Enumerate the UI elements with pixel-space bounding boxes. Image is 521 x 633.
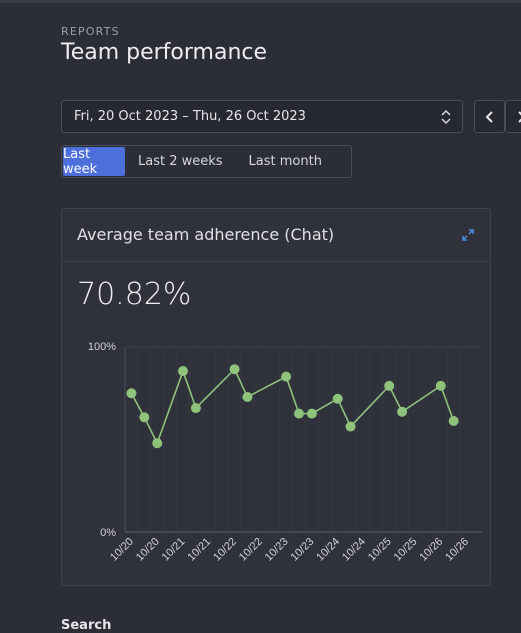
search-section-title: Search xyxy=(61,618,112,633)
chevron-left-icon xyxy=(485,111,493,123)
range-option-last-2-weeks[interactable]: Last 2 weeks xyxy=(138,154,223,169)
series-line xyxy=(130,367,455,446)
page-title: Team performance xyxy=(61,40,268,65)
x-tick-label: 10/24 xyxy=(340,536,368,564)
data-point[interactable] xyxy=(126,388,137,399)
y-tick-label: 100% xyxy=(88,341,116,353)
top-divider xyxy=(0,0,521,3)
adherence-card: Average team adherence (Chat) 70.82% 100… xyxy=(61,208,491,586)
card-title: Average team adherence (Chat) xyxy=(77,225,335,244)
adherence-metric: 70.82% xyxy=(77,277,192,312)
data-point[interactable] xyxy=(242,391,253,402)
x-tick-label: 10/26 xyxy=(417,536,445,564)
data-point[interactable] xyxy=(384,380,395,391)
x-tick-label: 10/23 xyxy=(289,536,317,564)
data-point[interactable] xyxy=(306,408,317,419)
data-point[interactable] xyxy=(281,371,292,382)
x-tick-label: 10/20 xyxy=(108,536,136,564)
x-tick-label: 10/25 xyxy=(392,536,420,564)
data-point[interactable] xyxy=(229,364,240,375)
x-tick-label: 10/24 xyxy=(314,536,342,564)
chevron-right-icon xyxy=(518,111,521,123)
next-range-button[interactable] xyxy=(505,100,521,133)
data-point[interactable] xyxy=(448,416,459,426)
x-tick-label: 10/21 xyxy=(185,536,213,564)
data-point[interactable] xyxy=(178,366,188,377)
data-point[interactable] xyxy=(435,380,446,391)
range-option-last-week[interactable]: Last week xyxy=(63,147,125,177)
previous-range-button[interactable] xyxy=(474,100,505,133)
data-point[interactable] xyxy=(190,403,201,414)
adherence-line-chart: 100% 0% 10/2010/2010/2110/2110/2210/2210… xyxy=(88,341,482,564)
data-point[interactable] xyxy=(294,408,304,419)
range-option-last-month[interactable]: Last month xyxy=(248,154,322,169)
sort-arrows-icon xyxy=(441,109,451,125)
x-tick-label: 10/23 xyxy=(263,536,291,564)
x-tick-label: 10/22 xyxy=(237,536,265,564)
date-range-value: Fri, 20 Oct 2023 – Thu, 26 Oct 2023 xyxy=(74,109,306,124)
x-tick-label: 10/22 xyxy=(211,536,239,564)
x-tick-label: 10/25 xyxy=(366,536,394,564)
data-point[interactable] xyxy=(139,412,150,423)
data-point[interactable] xyxy=(345,421,356,432)
x-tick-label: 10/20 xyxy=(134,536,162,564)
data-point[interactable] xyxy=(397,406,408,417)
x-tick-label: 10/26 xyxy=(443,536,471,564)
expand-icon[interactable] xyxy=(462,229,474,241)
x-tick-label: 10/21 xyxy=(160,536,188,564)
y-tick-label: 0% xyxy=(100,527,116,539)
date-range-select[interactable]: Fri, 20 Oct 2023 – Thu, 26 Oct 2023 xyxy=(61,100,463,133)
data-point[interactable] xyxy=(332,393,343,404)
range-toggle: Last week Last 2 weeks Last month xyxy=(61,145,352,178)
data-point[interactable] xyxy=(152,438,163,449)
breadcrumb: REPORTS xyxy=(61,25,120,38)
card-header: Average team adherence (Chat) xyxy=(62,209,490,262)
